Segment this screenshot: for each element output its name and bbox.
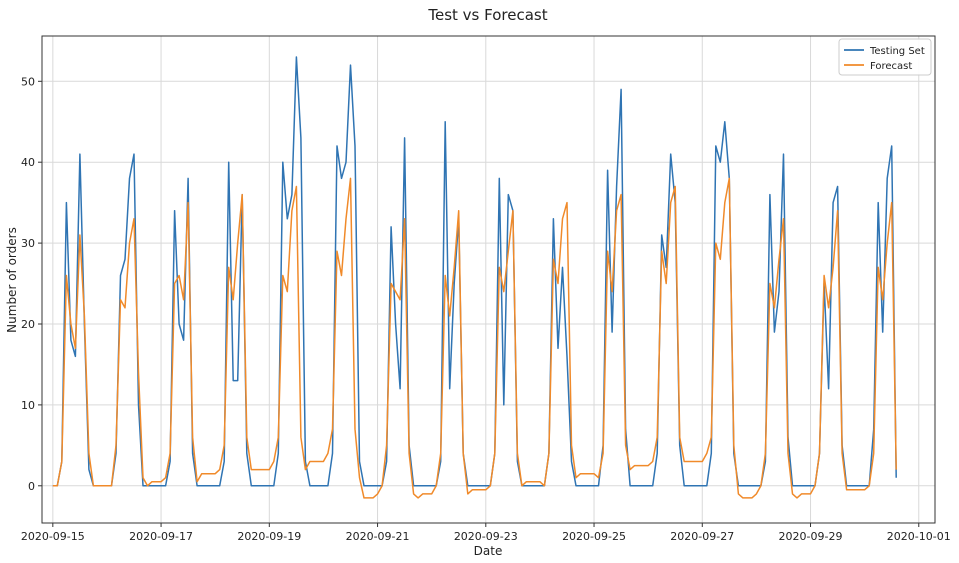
series-line-testing-set: [52, 56, 897, 487]
axes: 0 10 20 30 40 50 2020-09-15 2020-09-17 2020-09-1…: [21, 35, 951, 543]
x-axis-label: Date: [474, 544, 503, 558]
legend: Testing Set Forecast: [838, 38, 932, 76]
x-tick-label: 2020-09-27: [670, 530, 734, 543]
series-layer: [52, 56, 897, 499]
y-axis-label: Number of orders: [5, 227, 19, 333]
chart-title: Test vs Forecast: [427, 6, 547, 24]
x-tick-label: 2020-09-19: [237, 530, 301, 543]
x-tick-label: 2020-09-15: [21, 530, 85, 543]
y-tick-label: 50: [21, 75, 35, 88]
x-tick-label: 2020-09-25: [562, 530, 626, 543]
y-tick-label: 20: [21, 318, 35, 331]
legend-label: Forecast: [870, 61, 912, 72]
legend-box: [838, 38, 932, 76]
x-tick-label: 2020-10-01: [887, 530, 951, 543]
y-tick-label: 40: [21, 156, 35, 169]
x-tick-label: 2020-09-17: [129, 530, 193, 543]
x-tick-label: 2020-09-23: [454, 530, 518, 543]
x-tick-label: 2020-09-21: [346, 530, 410, 543]
plot-frame: [41, 35, 936, 524]
legend-label: Testing Set: [869, 46, 925, 57]
series-line-forecast: [52, 177, 897, 499]
grid-lines: [42, 36, 935, 523]
y-tick-label: 0: [28, 480, 35, 493]
y-tick-label: 10: [21, 399, 35, 412]
y-tick-label: 30: [21, 237, 35, 250]
x-tick-label: 2020-09-29: [779, 530, 843, 543]
